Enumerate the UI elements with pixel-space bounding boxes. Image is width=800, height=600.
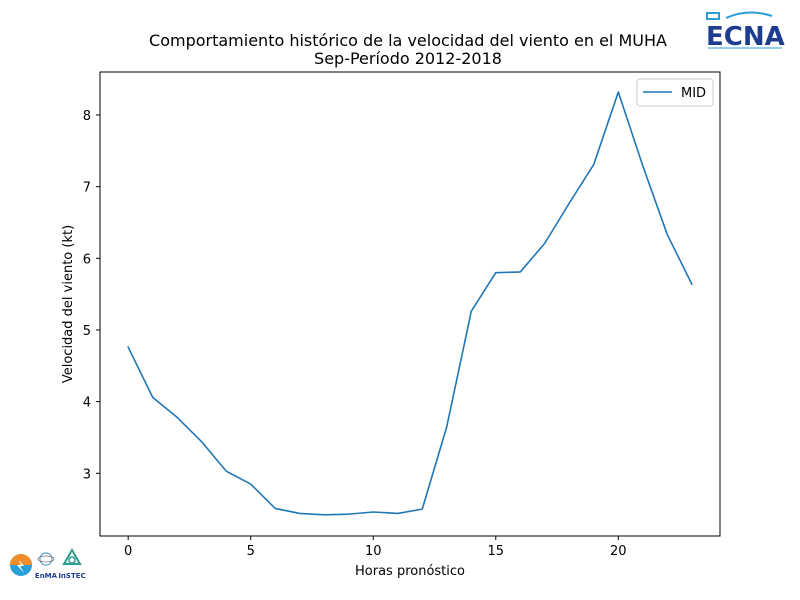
x-tick-label: 10 (365, 544, 382, 559)
y-tick-label: 3 (83, 467, 91, 482)
enma-logo-text: EnMA (35, 572, 58, 580)
institution-logos: EnMA InSTEC (10, 547, 86, 580)
chart-title: Comportamiento histórico de la velocidad… (149, 31, 667, 50)
x-tick-label: 5 (247, 544, 255, 559)
series-line-mid (127, 91, 693, 516)
y-tick-label: 5 (83, 324, 91, 339)
y-axis-label: Velocidad del viento (kt) (61, 225, 76, 383)
x-tick-label: 0 (124, 544, 132, 559)
series-layer (127, 91, 693, 516)
chart-subtitle: Sep-Período 2012-2018 (314, 49, 502, 68)
y-tick-label: 7 (83, 181, 91, 196)
atom-icon (39, 552, 53, 566)
instec-logo: InSTEC (58, 547, 86, 580)
x-tick-label: 20 (610, 544, 627, 559)
ecna-logo-text: ECNA (706, 22, 785, 52)
ecna-logo: ECNA (706, 11, 785, 52)
legend: MID (636, 78, 714, 107)
x-axis: 0 5 10 15 20 (124, 536, 627, 559)
x-tick-label: 15 (487, 544, 504, 559)
plot-area (99, 71, 721, 537)
instec-logo-text: InSTEC (58, 572, 85, 580)
y-tick-label: 4 (83, 396, 91, 411)
legend-label-mid: MID (681, 86, 706, 101)
x-axis-label: Horas pronóstico (355, 564, 465, 579)
y-axis: 3 4 5 6 7 8 (83, 109, 100, 482)
legend-box (636, 78, 714, 107)
y-tick-label: 8 (83, 109, 91, 124)
y-tick-label: 6 (83, 252, 91, 267)
enma-logo: EnMA (35, 552, 58, 580)
ecna-swoosh-icon (725, 11, 773, 19)
instec-emblem-icon (62, 547, 82, 565)
